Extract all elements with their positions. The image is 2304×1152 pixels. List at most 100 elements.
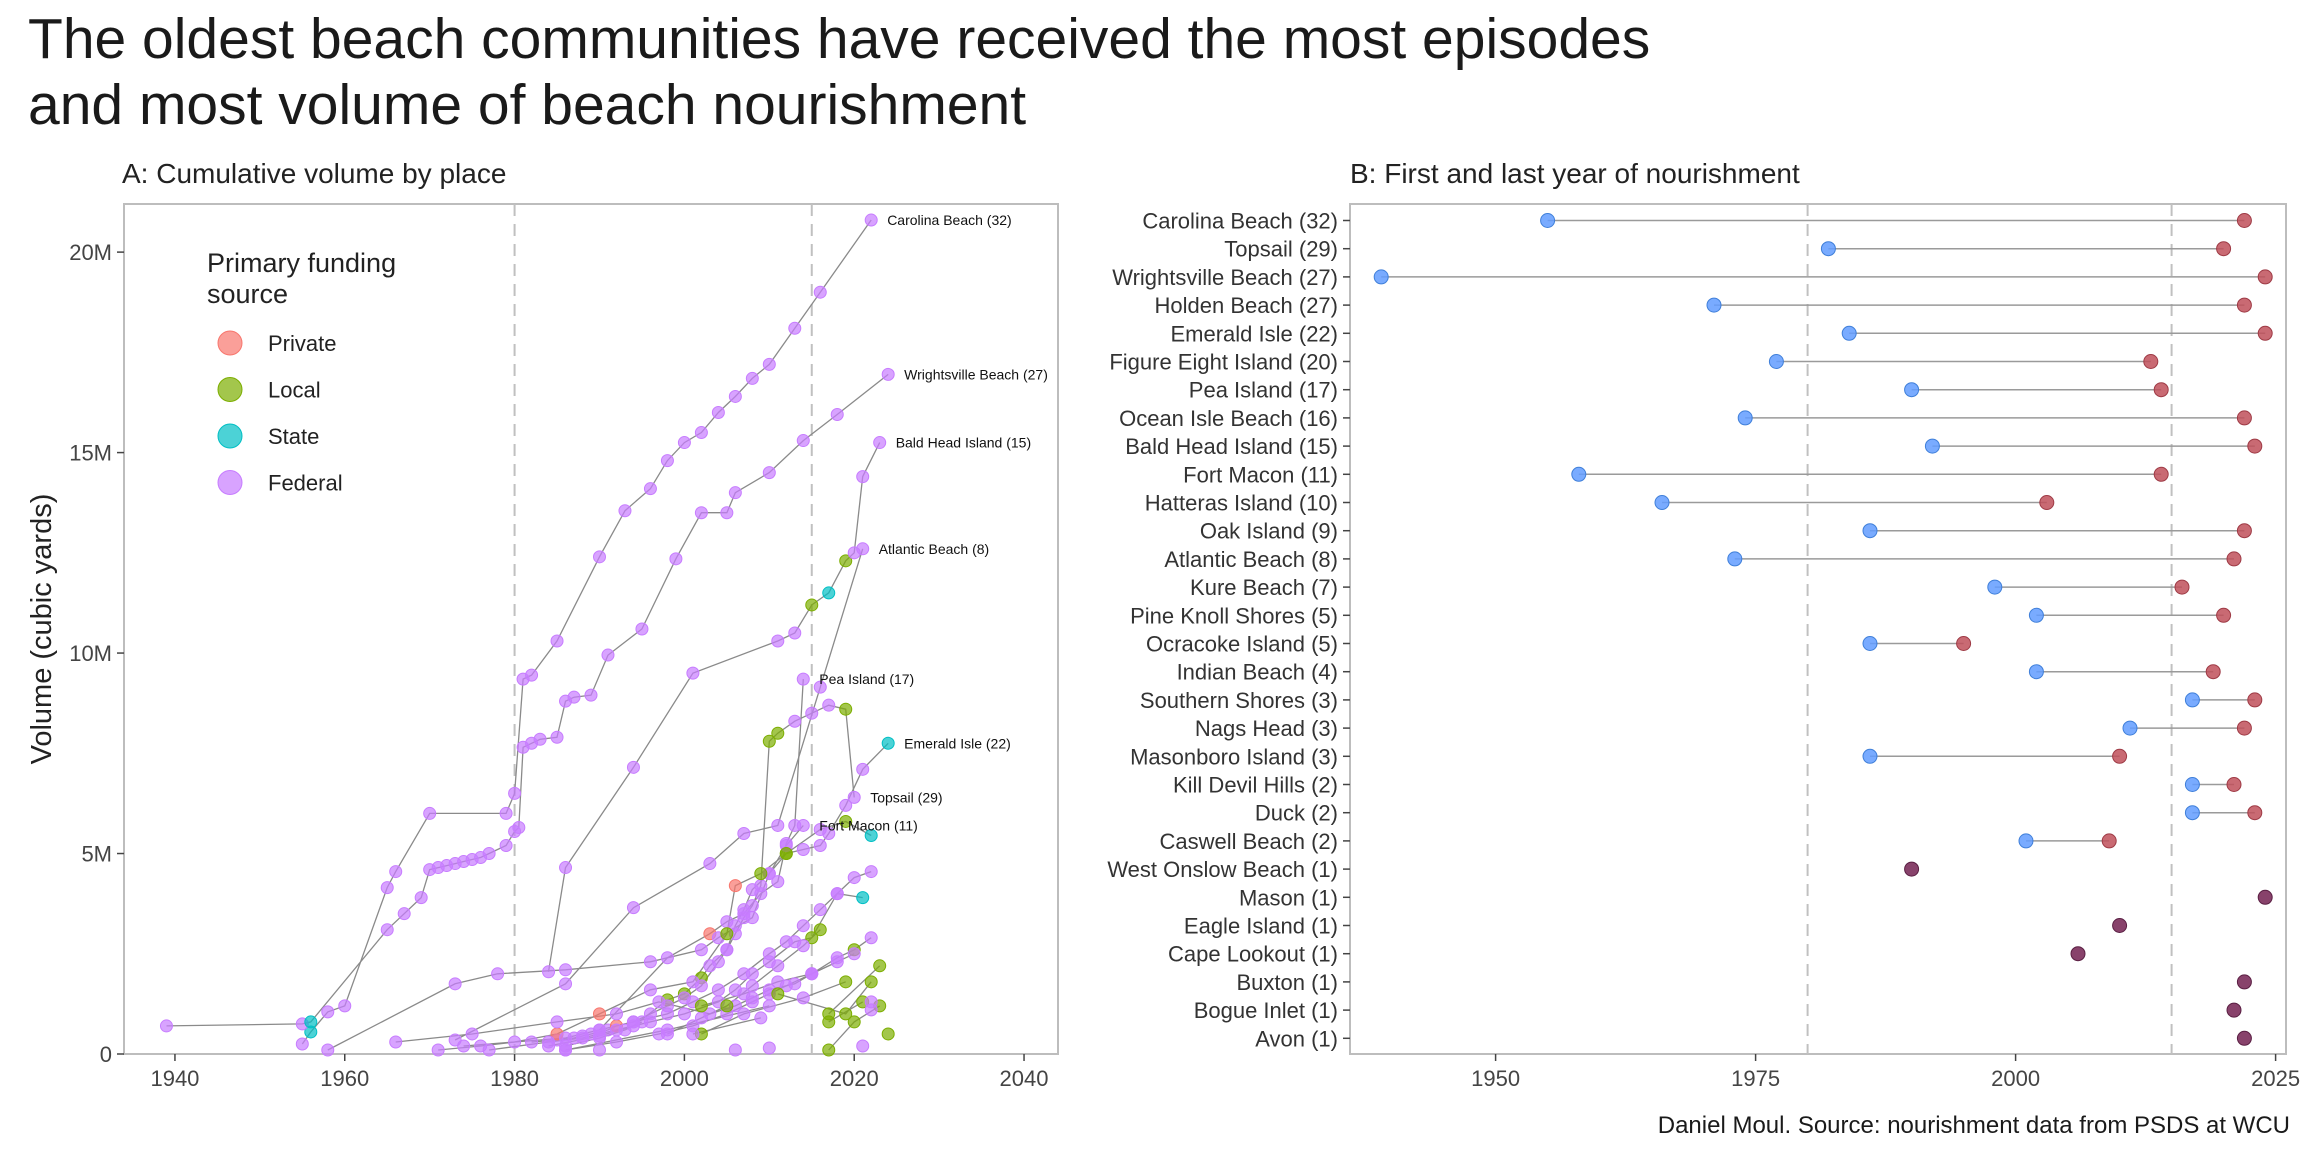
data-point — [635, 622, 649, 636]
data-point — [754, 879, 768, 893]
data-point — [788, 626, 802, 640]
series-end-label: Carolina Beach (32) — [887, 212, 1012, 228]
row-label: Duck (2) — [1255, 801, 1338, 826]
single-year-point — [2070, 946, 2086, 962]
data-point — [694, 1011, 708, 1025]
data-point — [847, 947, 861, 961]
x-tick-label-1980: 1980 — [490, 1066, 539, 1091]
first-year-point — [2018, 833, 2034, 849]
row-label: Kill Devil Hills (2) — [1173, 773, 1338, 798]
data-point — [796, 434, 810, 448]
data-point — [847, 871, 861, 885]
data-point — [431, 1043, 445, 1057]
data-point — [686, 975, 700, 989]
row-label: Emerald Isle (22) — [1170, 321, 1338, 346]
first-year-point — [1841, 325, 1857, 341]
data-point — [550, 634, 564, 648]
data-point — [864, 865, 878, 879]
first-year-point — [2028, 664, 2044, 680]
data-point — [728, 486, 742, 500]
data-point — [720, 927, 734, 941]
first-year-point — [1862, 636, 1878, 651]
row-label: Eagle Island (1) — [1184, 914, 1338, 939]
data-point — [609, 1035, 623, 1049]
first-year-point — [1768, 354, 1784, 369]
data-point — [873, 959, 887, 973]
data-point — [533, 732, 547, 746]
single-year-point — [2236, 974, 2252, 990]
data-point — [737, 987, 751, 1001]
b-x-tick-label-2000: 2000 — [1991, 1066, 2040, 1091]
data-point — [796, 991, 810, 1005]
data-point — [660, 1007, 674, 1021]
row-label: Hatteras Island (10) — [1145, 491, 1338, 516]
legend-swatch-state — [217, 423, 243, 449]
y-tick-label-15M: 15M — [69, 441, 112, 466]
row-label: Carolina Beach (32) — [1142, 209, 1338, 234]
data-point — [304, 1015, 318, 1029]
data-point — [601, 648, 615, 662]
data-point — [482, 1043, 496, 1057]
series-end-label: Topsail (29) — [870, 789, 942, 805]
data-point — [380, 923, 394, 937]
data-point — [881, 1027, 895, 1041]
data-point — [788, 714, 802, 728]
series-line-21 — [828, 965, 881, 1015]
last-year-point — [2153, 466, 2169, 482]
y-tick-label-10M: 10M — [69, 641, 112, 666]
legend-title-line-1: Primary funding — [207, 248, 396, 278]
data-point — [847, 790, 861, 804]
first-year-point — [2184, 692, 2200, 708]
data-point — [491, 967, 505, 981]
data-point — [805, 706, 819, 720]
y-tick-label-5M: 5M — [81, 842, 112, 867]
data-point — [737, 1007, 751, 1021]
data-point — [720, 943, 734, 957]
row-label: Ocean Isle Beach (16) — [1119, 406, 1338, 431]
data-point — [822, 1043, 836, 1057]
series-line-8 — [438, 820, 872, 1051]
data-point — [754, 1011, 768, 1025]
row-label: Caswell Beach (2) — [1159, 829, 1338, 854]
first-year-point — [2122, 720, 2138, 736]
panel-a-y-axis-label: Volume (cubic yards) — [26, 494, 58, 765]
data-point — [771, 987, 785, 1001]
single-year-point — [2236, 1030, 2252, 1046]
first-year-point — [2028, 607, 2044, 623]
last-year-point — [2247, 692, 2263, 708]
b-x-tick-label-1950: 1950 — [1471, 1066, 1520, 1091]
row-label: Fort Macon (11) — [1183, 462, 1338, 487]
data-point — [338, 999, 352, 1013]
legend-label-federal: Federal — [268, 471, 343, 496]
data-point — [796, 919, 810, 933]
last-year-point — [2236, 297, 2252, 313]
row-label: Buxton (1) — [1237, 970, 1339, 995]
data-point — [864, 828, 878, 842]
legend-swatch-private — [217, 330, 243, 356]
first-year-point — [1987, 579, 2003, 595]
data-point — [881, 367, 895, 381]
x-tick-label-2020: 2020 — [830, 1066, 879, 1091]
data-point — [694, 426, 708, 440]
data-point — [525, 1035, 539, 1049]
first-year-point — [1571, 466, 1587, 482]
data-point — [643, 955, 657, 969]
first-year-point — [2184, 805, 2200, 821]
data-point — [711, 955, 725, 969]
data-point — [813, 903, 827, 917]
data-point — [295, 1037, 309, 1051]
row-label: Bald Head Island (15) — [1125, 434, 1338, 459]
row-label: Masonboro Island (3) — [1130, 744, 1338, 769]
data-point — [822, 586, 836, 600]
panel-b-title: B: First and last year of nourishment — [1350, 158, 1800, 189]
data-point — [771, 975, 785, 989]
last-year-point — [2112, 748, 2128, 764]
data-point — [677, 1007, 691, 1021]
data-point — [703, 857, 717, 871]
data-point — [389, 1035, 403, 1049]
data-point — [525, 668, 539, 682]
data-point — [856, 542, 870, 556]
last-year-point — [2101, 833, 2117, 849]
data-point — [508, 1035, 522, 1049]
